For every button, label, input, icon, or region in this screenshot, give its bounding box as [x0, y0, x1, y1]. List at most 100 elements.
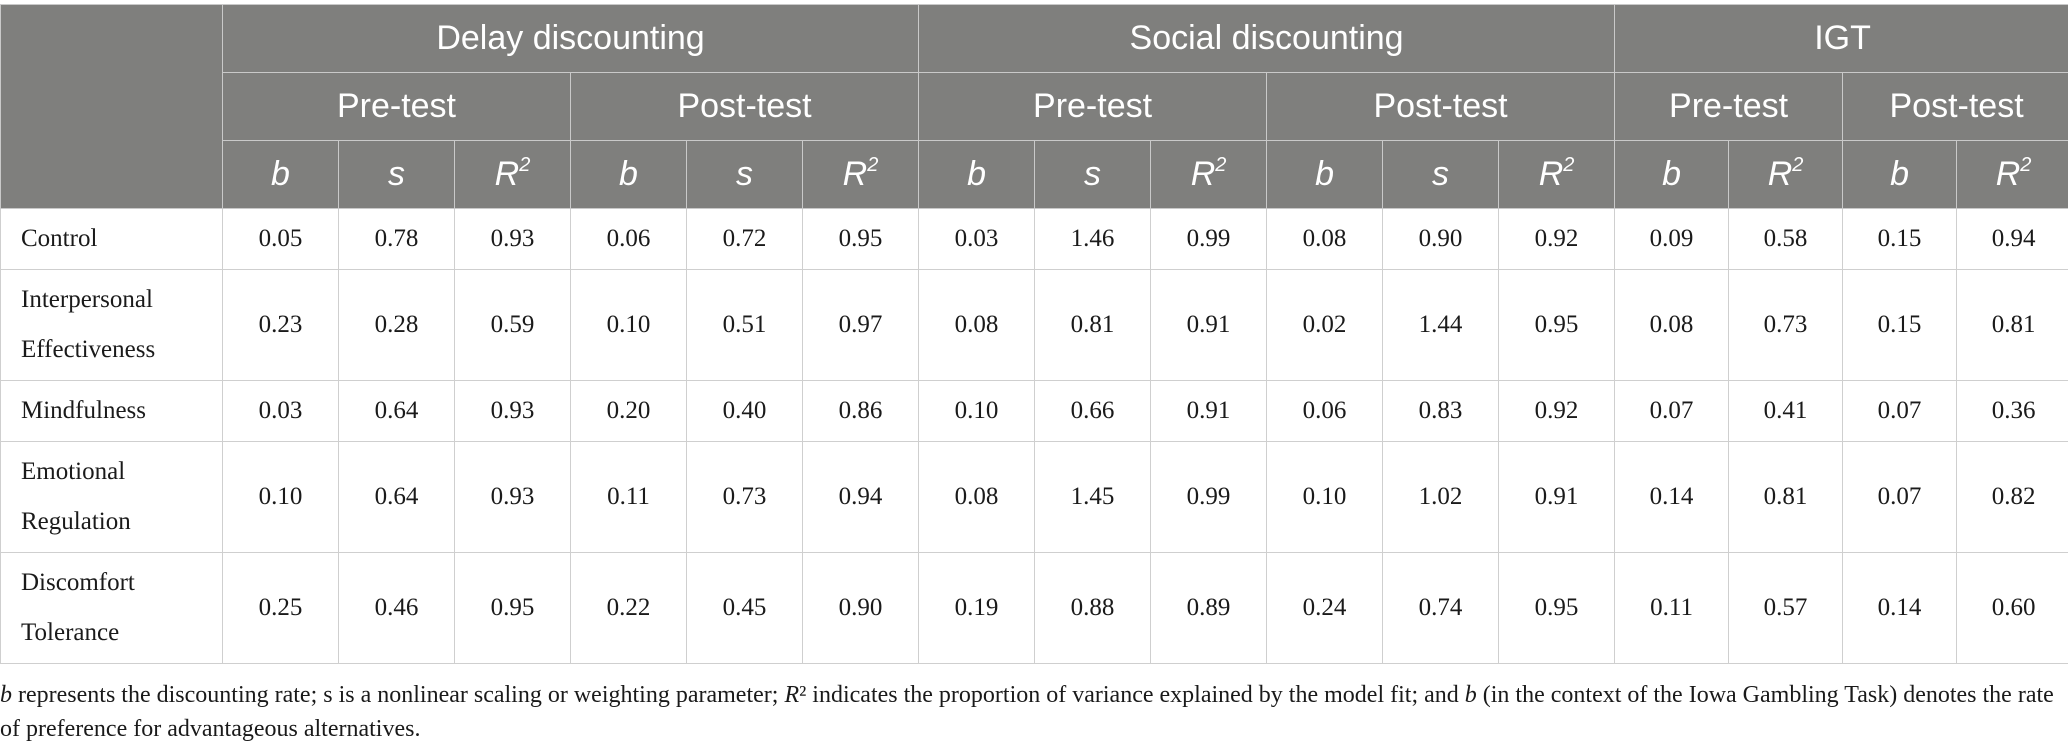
table-cell: 0.23: [222, 269, 339, 381]
table-cell: 0.41: [1728, 380, 1844, 442]
table-cell: 0.57: [1728, 552, 1844, 664]
results-table: Delay discounting Social discounting IGT…: [0, 4, 2068, 664]
table-row: Mindfulness 0.03 0.64 0.93 0.20 0.40 0.86 0.10 0…: [0, 380, 2068, 442]
table-cell: 0.64: [338, 380, 455, 442]
phase-header: Post-test: [1842, 72, 2068, 141]
table-cell: 0.03: [918, 208, 1036, 270]
table-cell: 1.02: [1382, 441, 1500, 553]
table-cell: 0.81: [1956, 269, 2068, 381]
table-cell: 0.97: [801, 269, 920, 381]
row-label: Emotional Regulation: [0, 441, 223, 553]
param-header-s: s: [338, 140, 455, 209]
table-cell: 0.36: [1956, 380, 2068, 442]
group-header-igt: IGT: [1614, 4, 2068, 73]
phase-header: Pre-test: [1614, 72, 1844, 141]
table-row: Control 0.05 0.78 0.93 0.06 0.72 0.95 0.03 1.46 0…: [0, 208, 2068, 270]
table-cell: 0.40: [686, 380, 803, 442]
table-cell: 1.44: [1382, 269, 1500, 381]
row-label: Mindfulness: [0, 380, 223, 442]
table-body: Control 0.05 0.78 0.93 0.06 0.72 0.95 0.03 1.46 0…: [0, 208, 2068, 664]
table-cell: 0.24: [1266, 552, 1384, 664]
table-cell: 0.08: [1266, 208, 1384, 270]
param-header-b: b: [1614, 140, 1730, 209]
param-header-s: s: [1034, 140, 1152, 209]
table-cell: 0.78: [338, 208, 455, 270]
phase-header: Post-test: [569, 72, 920, 141]
stub-header: [0, 4, 223, 209]
phase-header: Pre-test: [918, 72, 1268, 141]
table-cell: 0.94: [801, 441, 920, 553]
table-cell: 1.46: [1034, 208, 1152, 270]
table-cell: 0.99: [1150, 208, 1268, 270]
table-row: Emotional Regulation 0.10 0.64 0.93 0.11 0.73…: [0, 441, 2068, 553]
table-row: Discomfort Tolerance 0.25 0.46 0.95 0.22 0.45…: [0, 552, 2068, 664]
table-cell: 0.83: [1382, 380, 1500, 442]
table-cell: 0.07: [1842, 441, 1958, 553]
table-cell: 0.66: [1034, 380, 1152, 442]
table-cell: 0.11: [1614, 552, 1730, 664]
table-cell: 0.74: [1382, 552, 1500, 664]
table-cell: 0.89: [1150, 552, 1268, 664]
table-row: Interpersonal Effectiveness 0.23 0.28 0.59 0…: [0, 269, 2068, 381]
table-cell: 0.03: [222, 380, 339, 442]
table-cell: 1.45: [1034, 441, 1152, 553]
param-header-r2: R2: [1956, 140, 2068, 209]
phase-header: Post-test: [1266, 72, 1616, 141]
table-cell: 0.59: [454, 269, 571, 381]
param-header-s: s: [1382, 140, 1500, 209]
param-header-s: s: [686, 140, 803, 209]
param-header-b: b: [570, 140, 687, 209]
table-cell: 0.10: [918, 380, 1036, 442]
table-cell: 0.91: [1498, 441, 1616, 553]
table-cell: 0.10: [222, 441, 339, 553]
table-cell: 0.86: [801, 380, 920, 442]
table-cell: 0.14: [1842, 552, 1958, 664]
table-cell: 0.06: [570, 208, 687, 270]
table-cell: 0.81: [1034, 269, 1152, 381]
table-cell: 0.95: [1498, 269, 1616, 381]
table-cell: 0.09: [1614, 208, 1730, 270]
table-cell: 0.88: [1034, 552, 1152, 664]
table-cell: 0.90: [1382, 208, 1500, 270]
table-cell: 0.73: [686, 441, 803, 553]
group-header-delay: Delay discounting: [221, 4, 920, 73]
row-label: Interpersonal Effectiveness: [0, 269, 223, 381]
table-cell: 0.20: [570, 380, 687, 442]
phase-header: Pre-test: [222, 72, 571, 141]
table-cell: 0.91: [1150, 380, 1268, 442]
table-cell: 0.82: [1956, 441, 2068, 553]
table-cell: 0.08: [1614, 269, 1730, 381]
table-cell: 0.08: [918, 269, 1036, 381]
table-cell: 0.64: [338, 441, 455, 553]
table-cell: 0.73: [1728, 269, 1844, 381]
table-cell: 0.58: [1728, 208, 1844, 270]
group-header-social: Social discounting: [918, 4, 1616, 73]
table-cell: 0.72: [686, 208, 803, 270]
table-cell: 0.15: [1842, 269, 1958, 381]
row-label: Control: [0, 208, 223, 270]
table-cell: 0.19: [918, 552, 1036, 664]
row-label: Discomfort Tolerance: [0, 552, 223, 664]
table-cell: 0.95: [1498, 552, 1616, 664]
table-cell: 0.93: [454, 441, 571, 553]
param-header-r2: R2: [801, 140, 920, 209]
table-cell: 0.07: [1842, 380, 1958, 442]
param-header-r2: R2: [1728, 140, 1844, 209]
table-cell: 0.94: [1956, 208, 2068, 270]
table-cell: 0.51: [686, 269, 803, 381]
table-footnote: b represents the discounting rate; s is …: [0, 682, 2054, 742]
table-cell: 0.95: [454, 552, 571, 664]
table-cell: 0.92: [1498, 208, 1616, 270]
table-cell: 0.15: [1842, 208, 1958, 270]
table-cell: 0.46: [338, 552, 455, 664]
param-header-r2: R2: [1498, 140, 1616, 209]
param-header-r2: R2: [454, 140, 571, 209]
param-header-b: b: [1842, 140, 1958, 209]
table-cell: 0.02: [1266, 269, 1384, 381]
param-header-b: b: [222, 140, 339, 209]
table-cell: 0.25: [222, 552, 339, 664]
table-cell: 0.28: [338, 269, 455, 381]
param-header-r2: R2: [1150, 140, 1268, 209]
table-cell: 0.60: [1956, 552, 2068, 664]
table-cell: 0.14: [1614, 441, 1730, 553]
